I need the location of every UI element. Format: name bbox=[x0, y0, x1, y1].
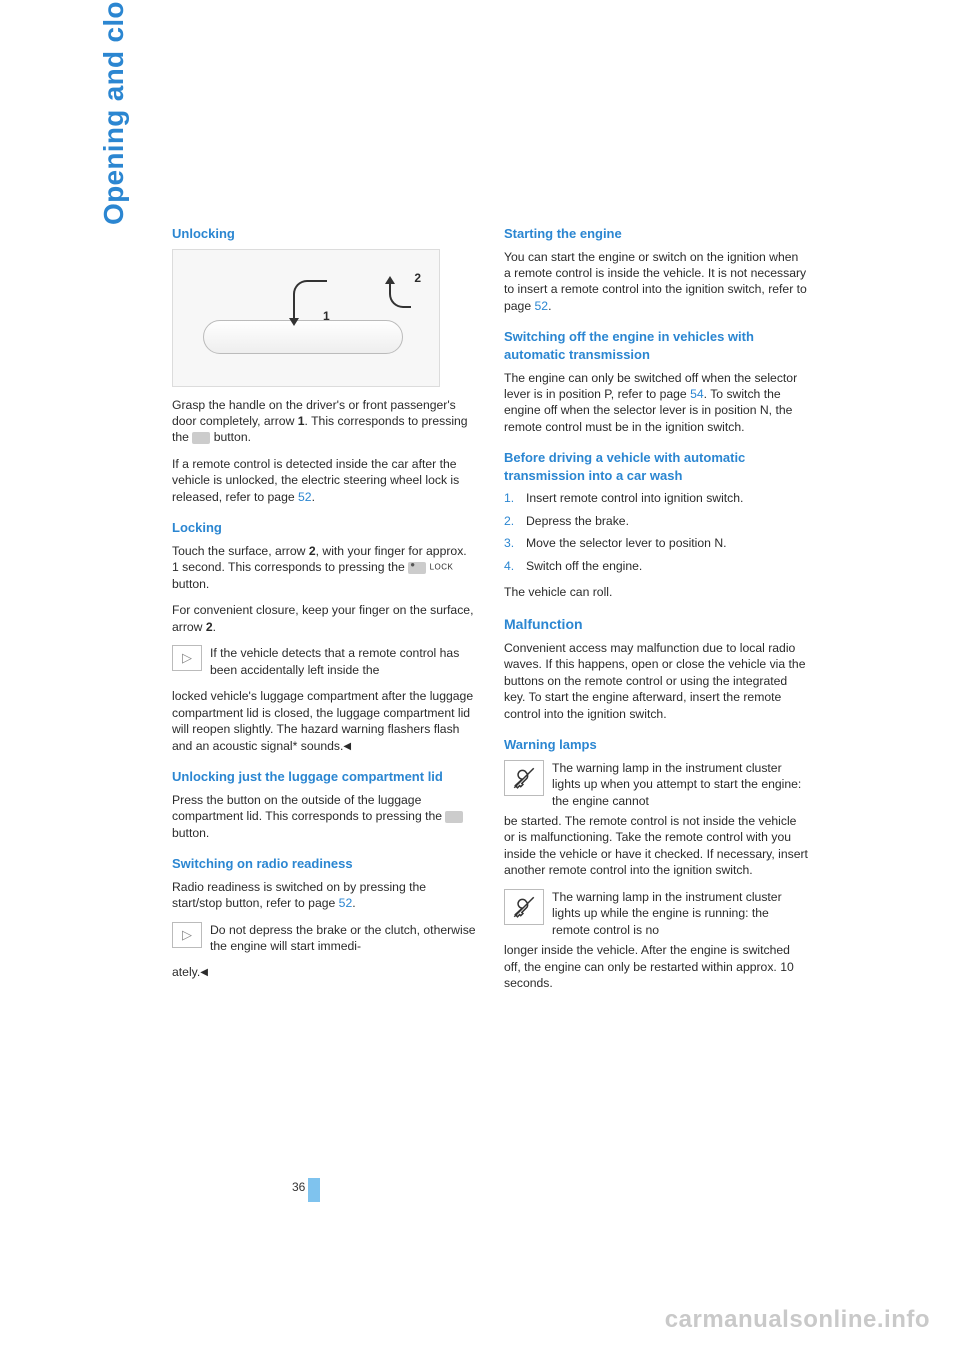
warning-block: The warning lamp in the instrument clust… bbox=[504, 760, 808, 879]
lock-button-icon bbox=[408, 562, 426, 574]
note-block: ▷ If the vehicle detects that a remote c… bbox=[172, 645, 476, 754]
list-item: 2. Depress the brake. bbox=[504, 513, 808, 529]
text: . bbox=[352, 896, 355, 910]
warn-lead: The warning lamp in the instrument clust… bbox=[552, 760, 808, 809]
step-text: Depress the brake. bbox=[526, 514, 629, 528]
text: . bbox=[213, 620, 216, 634]
heading-luggage: Unlocking just the luggage compartment l… bbox=[172, 768, 476, 786]
key-warning-icon bbox=[504, 760, 544, 796]
watermark: carmanualsonline.info bbox=[665, 1306, 930, 1334]
text: . bbox=[312, 490, 315, 504]
text: Touch the surface, arrow bbox=[172, 544, 309, 558]
heading-starting: Starting the engine bbox=[504, 225, 808, 243]
content-area: Unlocking 1 2 Grasp the handle on the dr… bbox=[172, 225, 808, 1002]
warning-block: The warning lamp in the instrument clust… bbox=[504, 889, 808, 992]
trunk-button-icon bbox=[445, 811, 463, 823]
text-bold: 1 bbox=[298, 414, 305, 428]
note-lead: Do not depress the brake or the clutch, … bbox=[210, 922, 476, 955]
arrow-1-label: 1 bbox=[323, 308, 330, 324]
page-ref[interactable]: 52 bbox=[535, 299, 549, 313]
step-number: 3. bbox=[504, 535, 514, 551]
note-body: ately. bbox=[172, 965, 200, 979]
page-ref[interactable]: 54 bbox=[690, 387, 704, 401]
paragraph: Grasp the handle on the driver's or fron… bbox=[172, 397, 476, 446]
paragraph: You can start the engine or switch on th… bbox=[504, 249, 808, 315]
paragraph: For convenient closure, keep your finger… bbox=[172, 602, 476, 635]
heading-before-wash: Before driving a vehicle with automatic … bbox=[504, 449, 808, 484]
text: If a remote control is detected inside t… bbox=[172, 457, 459, 504]
text: . bbox=[548, 299, 551, 313]
paragraph: Radio readiness is switched on by pressi… bbox=[172, 879, 476, 912]
text: Radio readiness is switched on by pressi… bbox=[172, 880, 426, 910]
section-label: Opening and closing bbox=[98, 0, 130, 225]
step-number: 1. bbox=[504, 490, 514, 506]
text: For convenient closure, keep your finger… bbox=[172, 603, 473, 633]
paragraph: Convenient access may malfunction due to… bbox=[504, 640, 808, 722]
heading-unlocking: Unlocking bbox=[172, 225, 476, 243]
text: button. bbox=[172, 577, 209, 591]
step-number: 2. bbox=[504, 513, 514, 529]
end-marker-icon: ◀ bbox=[200, 967, 208, 978]
heading-warning-lamps: Warning lamps bbox=[504, 736, 808, 754]
page-number: 36 bbox=[292, 1180, 305, 1194]
text: Press the button on the outside of the l… bbox=[172, 793, 445, 823]
note-icon: ▷ bbox=[172, 922, 202, 948]
arrow-1 bbox=[293, 280, 327, 324]
steps-list: 1. Insert remote control into ignition sw… bbox=[504, 490, 808, 574]
list-item: 4. Switch off the engine. bbox=[504, 558, 808, 574]
arrow-2 bbox=[389, 278, 411, 308]
list-item: 1. Insert remote control into ignition sw… bbox=[504, 490, 808, 506]
paragraph: Touch the surface, arrow 2, with your fi… bbox=[172, 543, 476, 592]
step-number: 4. bbox=[504, 558, 514, 574]
arrow-2-label: 2 bbox=[414, 270, 421, 286]
paragraph: If a remote control is detected inside t… bbox=[172, 456, 476, 505]
warn-lead: The warning lamp in the instrument clust… bbox=[552, 889, 808, 938]
door-handle-figure: 1 2 bbox=[172, 249, 440, 387]
text: button. bbox=[172, 826, 209, 840]
sidebar-text: Opening and closing bbox=[98, 0, 129, 225]
paragraph: The vehicle can roll. bbox=[504, 584, 808, 600]
step-text: Move the selector lever to position N. bbox=[526, 536, 727, 550]
note-icon: ▷ bbox=[172, 645, 202, 671]
page-ref[interactable]: 52 bbox=[298, 490, 312, 504]
paragraph: Press the button on the outside of the l… bbox=[172, 792, 476, 841]
step-text: Insert remote control into ignition swit… bbox=[526, 491, 743, 505]
page-ref[interactable]: 52 bbox=[339, 896, 353, 910]
unlock-button-icon bbox=[192, 432, 210, 444]
heading-malfunction: Malfunction bbox=[504, 615, 808, 634]
note-block: ▷ Do not depress the brake or the clutch… bbox=[172, 922, 476, 981]
page-marker bbox=[308, 1178, 320, 1202]
warn-body: be started. The remote control is not in… bbox=[504, 814, 808, 877]
note-lead: If the vehicle detects that a remote con… bbox=[210, 645, 476, 678]
text-bold: 2 bbox=[309, 544, 316, 558]
heading-locking: Locking bbox=[172, 519, 476, 537]
warn-body: longer inside the vehicle. After the eng… bbox=[504, 943, 794, 990]
paragraph: The engine can only be switched off when… bbox=[504, 370, 808, 436]
text-bold: 2 bbox=[206, 620, 213, 634]
heading-radio: Switching on radio readiness bbox=[172, 855, 476, 873]
lock-text: LOCK bbox=[430, 563, 454, 572]
note-body: locked vehicle's luggage compartment aft… bbox=[172, 689, 473, 752]
heading-switchoff: Switching off the engine in vehicles wit… bbox=[504, 328, 808, 363]
step-text: Switch off the engine. bbox=[526, 559, 642, 573]
left-column: Unlocking 1 2 Grasp the handle on the dr… bbox=[172, 225, 476, 1002]
end-marker-icon: ◀ bbox=[343, 741, 351, 752]
right-column: Starting the engine You can start the en… bbox=[504, 225, 808, 1002]
list-item: 3. Move the selector lever to position N. bbox=[504, 535, 808, 551]
handle-shape bbox=[203, 320, 403, 354]
key-warning-icon bbox=[504, 889, 544, 925]
text: button. bbox=[210, 430, 251, 444]
